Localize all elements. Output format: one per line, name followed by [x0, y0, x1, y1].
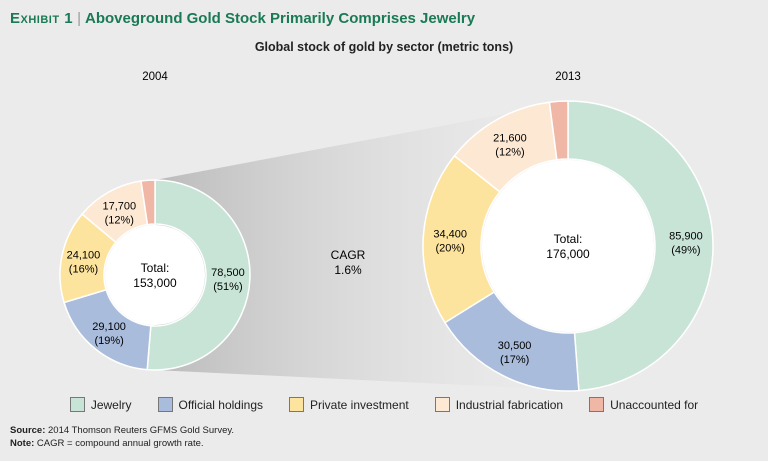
slice-2004-jewelry — [146, 179, 251, 371]
slice-percent-2013-private-investment: (20%) — [436, 242, 465, 254]
legend-swatch-official-holdings — [157, 397, 173, 412]
legend-label-industrial-fabrication: Industrial fabrication — [455, 397, 564, 412]
slice-2004-unaccounted-for — [140, 179, 156, 226]
slice-percent-2004-private-investment: (16%) — [69, 263, 98, 275]
donut-hole-2004 — [105, 225, 205, 325]
legend-swatch-jewelry — [69, 397, 85, 412]
legend-item-industrial-fabrication: Industrial fabrication — [434, 397, 564, 412]
donut-charts: CAGR 1.6% 78,500 (51%) 29,100 (19%) 24,100 (1… — [59, 71, 714, 392]
source-line: Source: 2014 Thomson Reuters GFMS Gold S… — [10, 424, 234, 437]
cagr-value: 1.6% — [334, 263, 362, 277]
donut-hole-2013 — [482, 160, 654, 332]
legend-swatch-industrial-fabrication — [434, 397, 450, 412]
note-text: CAGR = compound annual growth rate. — [36, 438, 204, 449]
legend-label-unaccounted-for: Unaccounted for — [610, 397, 699, 412]
slice-percent-2013-industrial-fabrication: (12%) — [495, 146, 524, 158]
slice-value-2004-official-holdings: 29,100 — [92, 321, 126, 333]
slice-percent-2013-jewelry: (49%) — [671, 245, 700, 257]
legend: Jewelry Official holdings Private investme… — [0, 397, 768, 412]
legend-item-jewelry: Jewelry — [69, 397, 132, 412]
slice-value-2004-industrial-fabrication: 17,700 — [102, 200, 136, 212]
legend-item-official-holdings: Official holdings — [157, 397, 264, 412]
title-divider: | — [77, 10, 81, 27]
legend-item-private-investment: Private investment — [289, 397, 409, 412]
exhibit-heading: Exhibit 1 | Aboveground Gold Stock Primari… — [10, 10, 475, 27]
slice-value-2013-jewelry: 85,900 — [669, 231, 703, 243]
slice-percent-2004-official-holdings: (19%) — [94, 335, 123, 347]
slice-2013-unaccounted-for — [548, 100, 569, 161]
legend-swatch-unaccounted-for — [589, 397, 605, 412]
legend-label-jewelry: Jewelry — [90, 397, 132, 412]
cagr-label: CAGR — [331, 248, 366, 262]
slice-percent-2004-jewelry: (51%) — [213, 281, 242, 293]
exhibit-label: Exhibit 1 — [10, 10, 74, 27]
slice-percent-2013-official-holdings: (17%) — [500, 354, 529, 366]
exhibit-title: Aboveground Gold Stock Primarily Compris… — [84, 10, 476, 27]
legend-label-private-investment: Private investment — [310, 397, 409, 412]
chart-subtitle: Global stock of gold by sector (metric t… — [254, 40, 514, 54]
total-value-2004: 153,000 — [133, 276, 177, 290]
slice-value-2013-industrial-fabrication: 21,600 — [493, 132, 527, 144]
legend-swatch-private-investment — [289, 397, 304, 412]
legend-item-unaccounted-for: Unaccounted for — [589, 397, 698, 412]
year-label-2013: 2013 — [555, 71, 581, 83]
source-label: Source: — [10, 425, 46, 436]
legend-label-official-holdings: Official holdings — [178, 397, 264, 412]
total-value-2013: 176,000 — [546, 247, 590, 261]
slice-value-2004-jewelry: 78,500 — [211, 267, 245, 279]
slice-percent-2004-industrial-fabrication: (12%) — [105, 214, 134, 226]
slice-value-2013-official-holdings: 30,500 — [498, 340, 532, 352]
source-text: 2014 Thomson Reuters GFMS Gold Survey. — [48, 425, 235, 436]
total-label-2013: Total: — [554, 232, 583, 246]
note-label: Note: — [10, 438, 35, 449]
chart-notes: Source: 2014 Thomson Reuters GFMS Gold S… — [10, 424, 234, 450]
year-label-2004: 2004 — [142, 71, 168, 83]
note-line: Note: CAGR = compound annual growth rate… — [10, 437, 234, 450]
slice-value-2004-private-investment: 24,100 — [67, 249, 101, 261]
slice-value-2013-private-investment: 34,400 — [433, 228, 467, 240]
total-label-2004: Total: — [141, 261, 170, 275]
slice-2013-jewelry — [567, 100, 714, 392]
